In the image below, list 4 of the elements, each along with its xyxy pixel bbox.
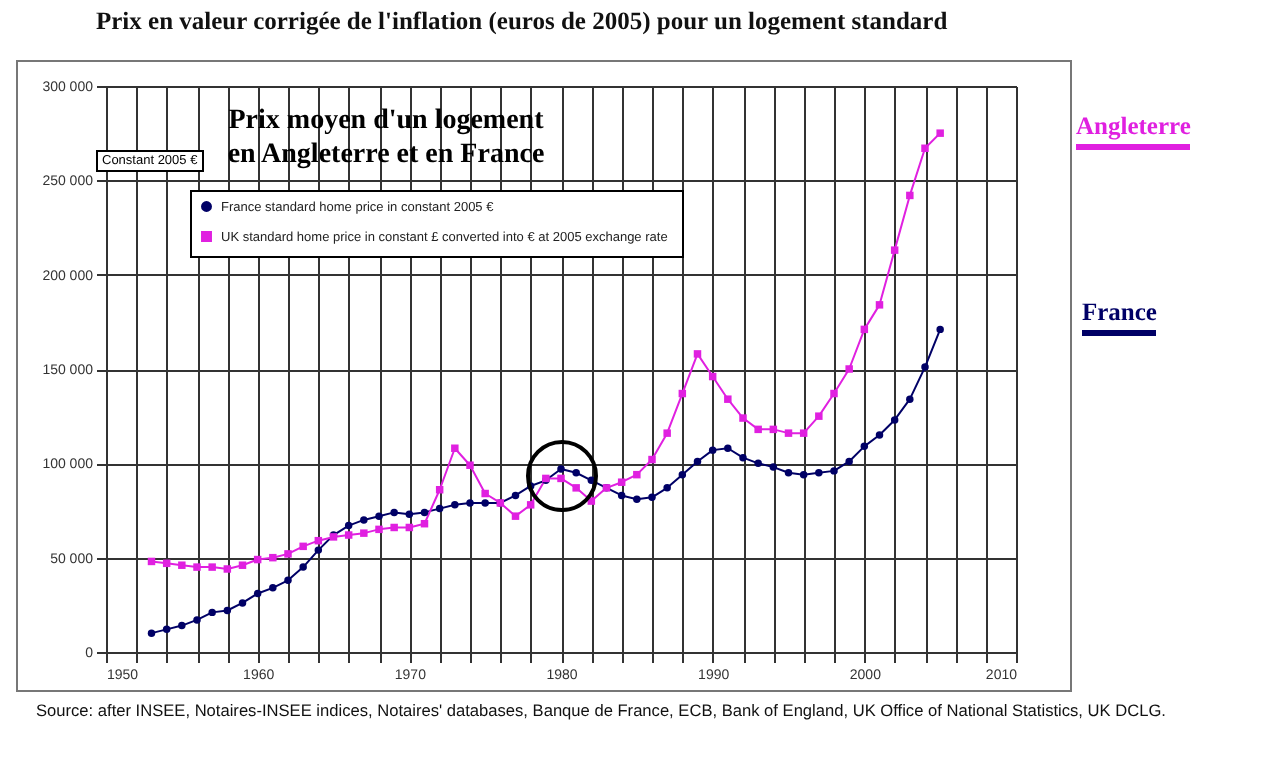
text: France — [1082, 298, 1157, 336]
source-note: Source: after INSEE, Notaires-INSEE indices, Notaires' databases, Banque de France, ECB, Bank of England, UK Office of National Statistics, UK DCLG. — [36, 700, 1168, 722]
text: Angleterre — [1076, 112, 1191, 150]
chart-title: Prix en valeur corrigée de l'inflation (euros de 2005) pour un logement standard — [96, 7, 948, 35]
